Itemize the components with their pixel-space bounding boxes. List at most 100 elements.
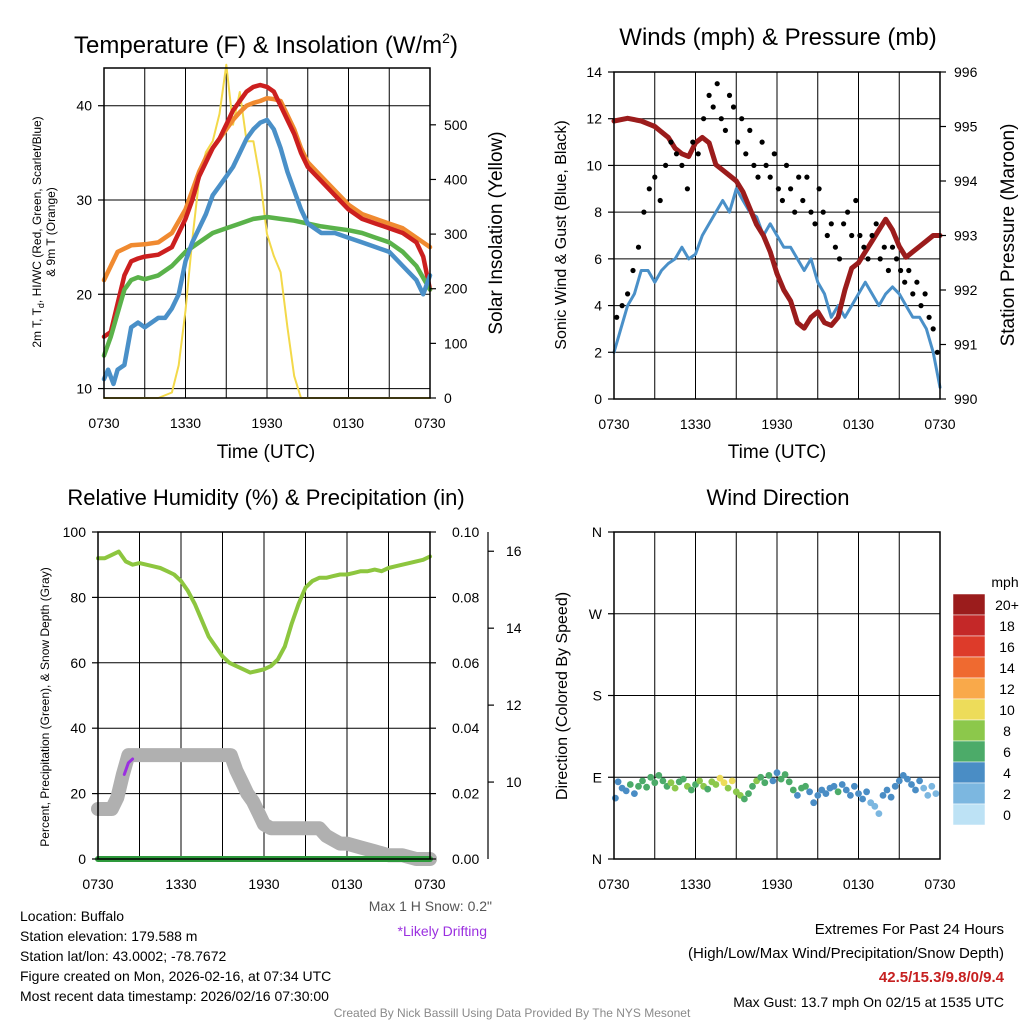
y-tick-label: N xyxy=(592,851,602,867)
wind-direction-point xyxy=(688,786,695,794)
colorbar-swatch xyxy=(952,698,986,721)
wind-direction-point xyxy=(667,779,675,787)
wind-direction-point xyxy=(655,772,663,779)
wind-direction-point xyxy=(777,775,785,783)
y-right-tick-label: 200 xyxy=(444,281,468,297)
credit-line: Created By Nick Bassill Using Data Provi… xyxy=(333,1006,691,1020)
temperature-plot-frame xyxy=(103,67,431,399)
colorbar-swatch xyxy=(952,593,986,616)
wind-direction-point xyxy=(855,790,862,797)
y-tick-label: 2 xyxy=(594,344,602,360)
gust-point xyxy=(812,221,818,227)
gust-point xyxy=(898,267,904,274)
wind-direction-point xyxy=(622,787,630,795)
wind-direction-point xyxy=(785,778,793,786)
wind-direction-point xyxy=(789,786,797,794)
y-tick-label: 0 xyxy=(594,391,602,407)
insolation-line xyxy=(103,63,431,399)
y-tick-label: 30 xyxy=(76,192,92,208)
gust-point xyxy=(771,151,777,157)
gust-point xyxy=(652,174,658,180)
gust-point xyxy=(779,197,786,204)
gust-point xyxy=(641,209,647,215)
wind-direction-point xyxy=(720,779,728,787)
gust-point xyxy=(934,349,940,355)
gust-point xyxy=(849,232,855,239)
x-tick-label: 0730 xyxy=(924,876,955,892)
wind-direction-point xyxy=(847,792,854,799)
wind-direction-point xyxy=(891,782,899,790)
wind-direction-point xyxy=(704,785,712,793)
y-right-tick-label: 995 xyxy=(954,119,978,135)
gust-point xyxy=(792,209,798,215)
gust-point xyxy=(788,186,794,192)
wind-direction-point xyxy=(830,782,838,790)
wind-direction-point xyxy=(928,782,936,790)
rh-line xyxy=(96,549,432,675)
y-right-tick-label: 300 xyxy=(444,226,468,242)
wind-direction-point xyxy=(834,788,842,796)
y-right-tick-label: 996 xyxy=(954,64,978,80)
x-tick-label: 1930 xyxy=(761,416,792,432)
wind-direction-point xyxy=(932,790,940,797)
gust-point xyxy=(828,221,834,227)
y-right-tick-label: 500 xyxy=(444,117,468,133)
wind-direction-point xyxy=(814,792,822,799)
gust-point xyxy=(614,314,620,320)
x-tick-label: 0130 xyxy=(331,876,362,892)
wind-direction-point xyxy=(765,772,773,779)
y-tick-label: 40 xyxy=(76,98,92,114)
snow-tick-label: 16 xyxy=(506,543,522,559)
wind-direction-point xyxy=(851,782,858,790)
gust-point xyxy=(701,116,707,122)
wind-direction-point xyxy=(781,771,789,778)
snow-depth-line xyxy=(91,748,437,866)
gust-point xyxy=(710,104,716,110)
wind-direction-point xyxy=(626,781,634,788)
temperature-x-axis-label: Time (UTC) xyxy=(217,442,316,463)
gust-point xyxy=(679,162,685,168)
colorbar-label: 0 xyxy=(1003,807,1011,823)
pressure-y-axis-label: Station Pressure (Maroon) xyxy=(998,124,1019,347)
wind-direction-y-axis-label: Direction (Colored By Speed) xyxy=(554,592,571,800)
wind-direction-point xyxy=(883,786,891,794)
figure-created: Figure created on Mon, 2026-02-16, at 07… xyxy=(20,968,332,984)
colorbar-label: 12 xyxy=(999,681,1015,697)
wind-direction-point xyxy=(822,790,830,797)
precip-tick-label: 0.08 xyxy=(452,589,479,605)
gust-point xyxy=(763,162,769,168)
insolation-y-axis-label: Solar Insolation (Yellow) xyxy=(486,131,507,334)
wind-direction-point xyxy=(659,777,667,785)
wind-direction-title: Wind Direction xyxy=(706,485,849,510)
wind-direction-point xyxy=(757,773,765,781)
wind-direction-point xyxy=(908,781,915,788)
winds-x-axis-label: Time (UTC) xyxy=(728,442,827,463)
x-tick-label: 0730 xyxy=(598,416,629,432)
wind-direction-point xyxy=(773,769,781,777)
speed-colorbar: 20+ 18 16 14 12 10 8 6 4 2 0 xyxy=(952,593,1019,826)
gust-point xyxy=(889,244,896,250)
colorbar-swatch xyxy=(952,719,986,742)
precip-tick-label: 0.02 xyxy=(452,786,479,802)
gust-point xyxy=(845,209,851,215)
wind-direction-point xyxy=(871,802,879,810)
wind-direction-point xyxy=(647,773,655,781)
gust-point xyxy=(751,162,757,168)
max-gust-text: Max Gust: 13.7 mph On 02/15 at 1535 UTC xyxy=(733,994,1004,1010)
y-tick-label: 4 xyxy=(594,298,602,314)
gust-point xyxy=(841,221,847,227)
gust-point xyxy=(684,186,691,192)
gust-point xyxy=(832,244,839,250)
y-tick-label: 12 xyxy=(586,111,602,127)
colorbar-label: 6 xyxy=(1003,744,1011,760)
humidity-panel: Relative Humidity (%) & Precipitation (i… xyxy=(38,485,522,939)
gust-point xyxy=(902,279,908,285)
gust-point xyxy=(625,291,631,297)
gust-point xyxy=(853,197,859,204)
gust-point xyxy=(619,303,625,309)
drifting-note: *Likely Drifting xyxy=(398,923,487,939)
y-right-tick-label: 400 xyxy=(444,171,468,187)
gust-point xyxy=(873,221,879,227)
wind-direction-point xyxy=(696,777,703,785)
